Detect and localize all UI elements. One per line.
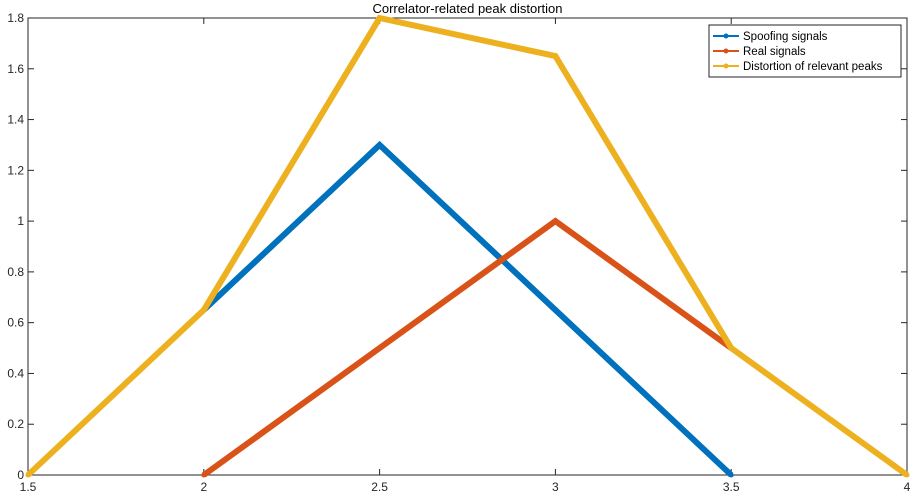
series-2-point — [552, 218, 558, 224]
x-tick-label: 2 — [200, 480, 207, 494]
legend-label-3: Distortion of relevant peaks — [743, 61, 883, 73]
series-3-point — [552, 53, 558, 59]
y-tick-label: 1.2 — [7, 163, 24, 177]
x-tick-label: 1.5 — [20, 480, 37, 494]
legend: Spoofing signals Real signals Distortion o… — [708, 24, 902, 78]
series-3-point — [377, 15, 383, 21]
axes: 1.5 2 2.5 3 3.5 4 0 0.2 0.4 0.6 0.8 1 1.2 1.4 1.6 1.8 — [7, 11, 910, 494]
x-tick-label: 3.5 — [723, 480, 740, 494]
legend-marker-1 — [723, 33, 729, 39]
y-tick-label: 0.6 — [7, 316, 24, 330]
y-tick-label: 1 — [17, 214, 24, 228]
x-tick-label: 3 — [552, 480, 559, 494]
y-tick-label: 0.4 — [7, 366, 24, 380]
legend-label-1: Spoofing signals — [743, 31, 828, 43]
legend-label-2: Real signals — [743, 46, 806, 58]
series-2-point — [201, 472, 207, 478]
x-tick-label: 4 — [904, 480, 911, 494]
series-3-point — [201, 307, 207, 313]
legend-box — [708, 24, 902, 78]
series-1-point — [728, 472, 734, 478]
series-line-2 — [202, 217, 733, 478]
x-tick-label: 2.5 — [371, 480, 388, 494]
y-tick-label: 0.2 — [7, 417, 24, 431]
plot-series — [25, 14, 910, 478]
series-line-3 — [25, 14, 909, 478]
y-tick-label: 0 — [17, 468, 24, 482]
series-1-point — [377, 142, 383, 148]
chart-title: Correlator-related peak distortion — [372, 1, 562, 16]
legend-marker-3 — [723, 63, 729, 69]
series-3-point — [25, 472, 31, 478]
y-tick-label: 0.8 — [7, 265, 24, 279]
series-3-point — [728, 345, 734, 351]
legend-marker-2 — [723, 48, 729, 54]
y-tick-label: 1.6 — [7, 62, 24, 76]
series-line-1 — [201, 140, 734, 478]
y-tick-label: 1.4 — [7, 113, 24, 127]
series-3-point — [904, 472, 910, 478]
plot-frame — [27, 17, 908, 476]
y-tick-label: 1.8 — [7, 11, 24, 25]
